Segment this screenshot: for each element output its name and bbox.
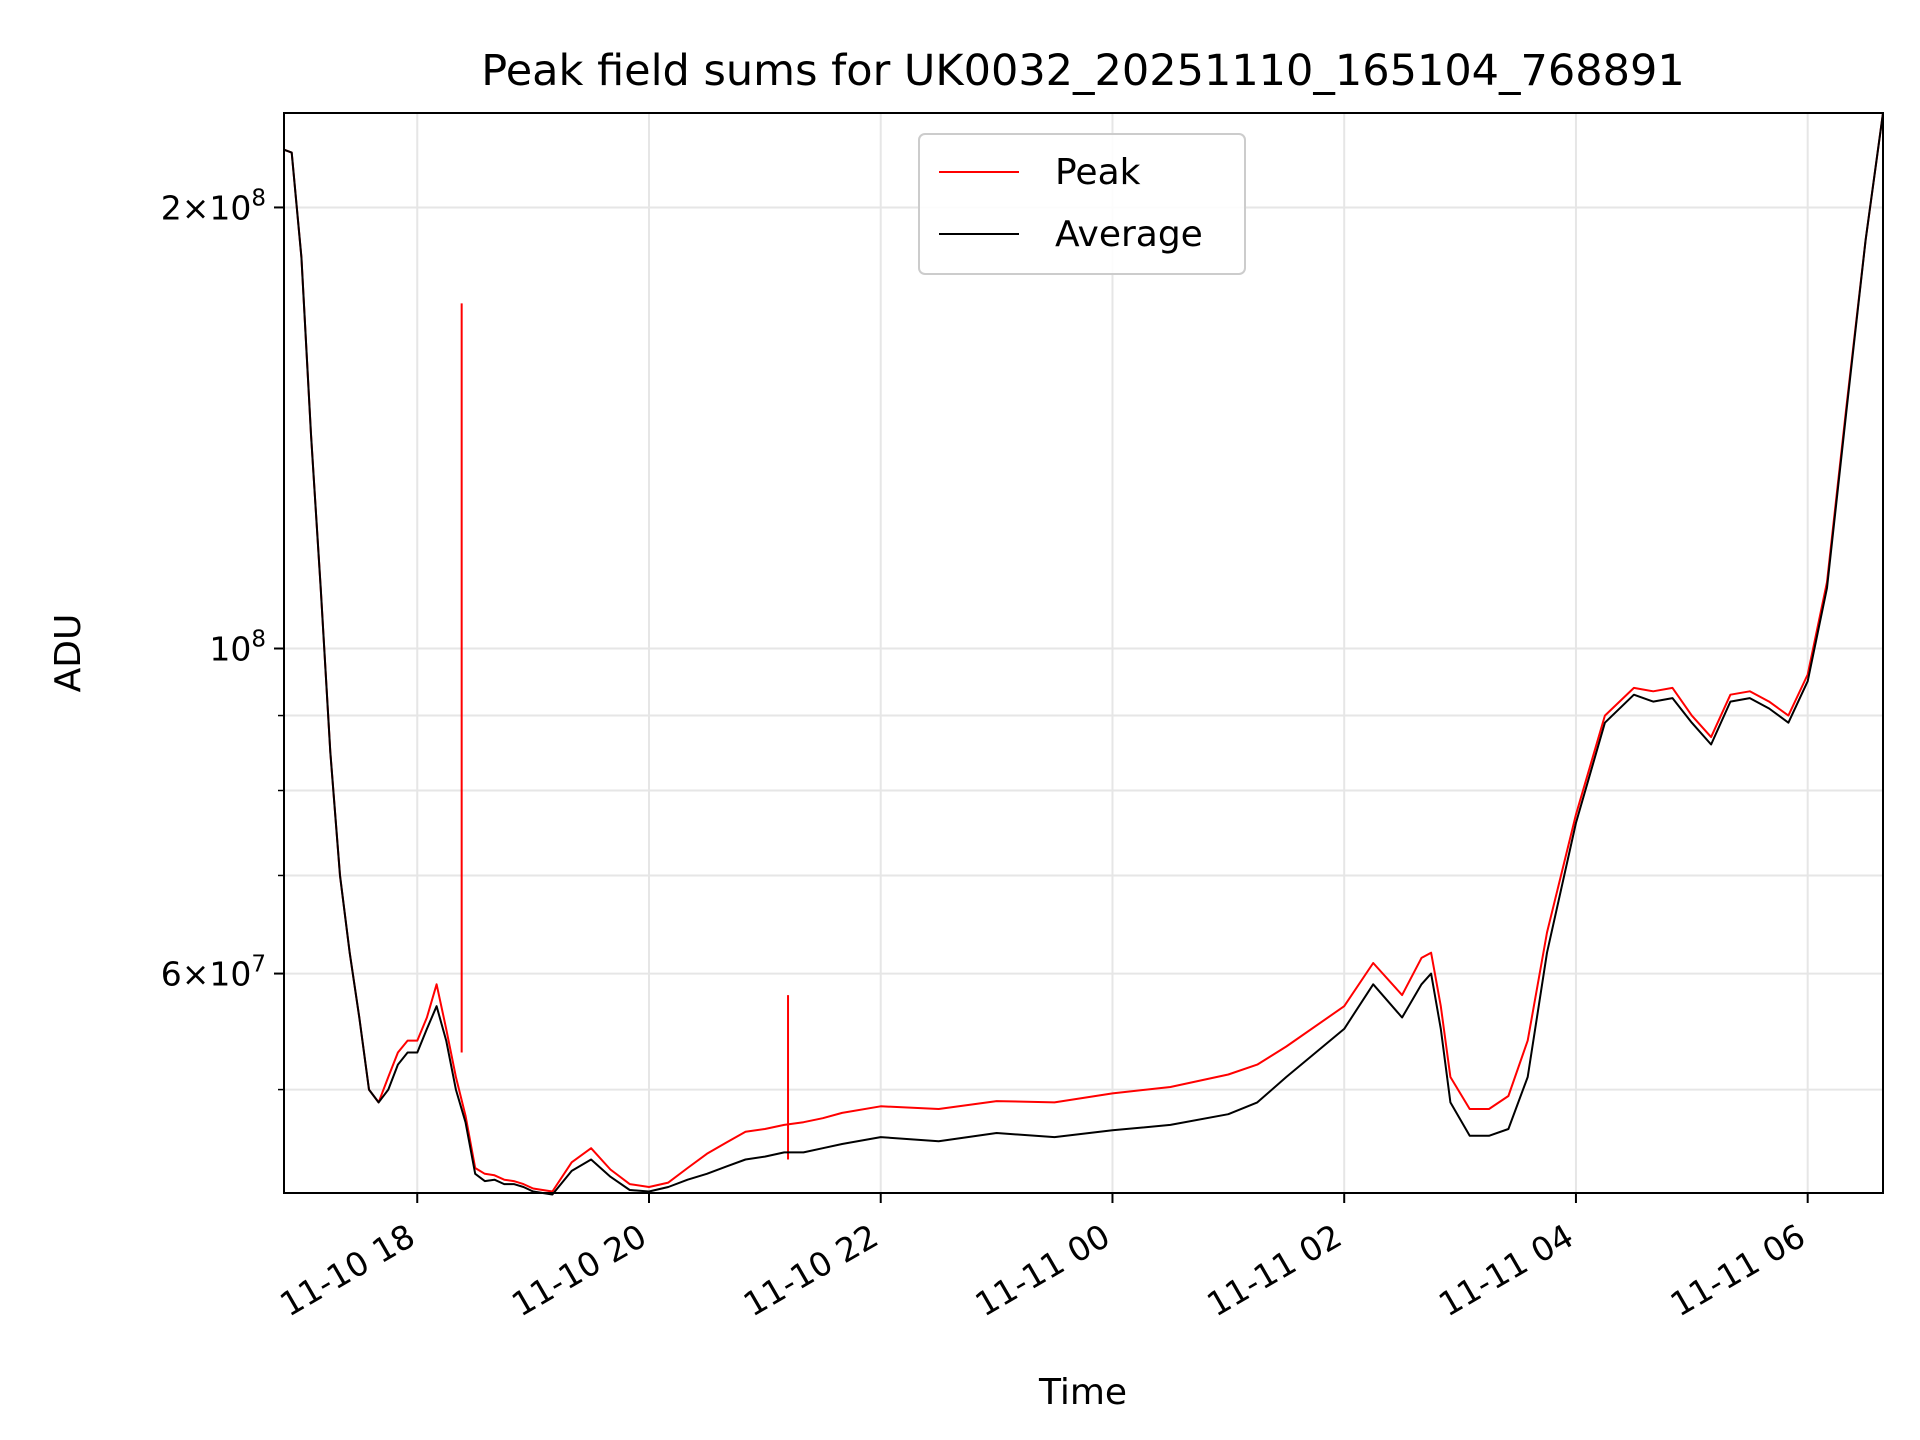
- y-tick-label: 2×108: [161, 185, 266, 227]
- y-axis-label: ADU: [48, 614, 89, 693]
- legend-box: [918, 133, 1246, 275]
- chart-title: Peak field sums for UK0032_20251110_1651…: [481, 46, 1684, 96]
- plot-frame: [283, 112, 1884, 1194]
- grid: [284, 113, 1883, 1193]
- y-tick-label: 108: [209, 627, 266, 669]
- x-axis-label: Time: [1038, 1372, 1127, 1413]
- series-line-peak: [283, 112, 1884, 1193]
- series-line-average: [283, 112, 1884, 1196]
- plot-area: [284, 113, 1883, 1193]
- legend: Peak Average: [918, 133, 1246, 275]
- y-tick-label: 6×107: [161, 952, 266, 994]
- legend-label-average: Average: [1055, 214, 1203, 255]
- legend-label-peak: Peak: [1055, 152, 1141, 193]
- series-layer: [283, 112, 1884, 1196]
